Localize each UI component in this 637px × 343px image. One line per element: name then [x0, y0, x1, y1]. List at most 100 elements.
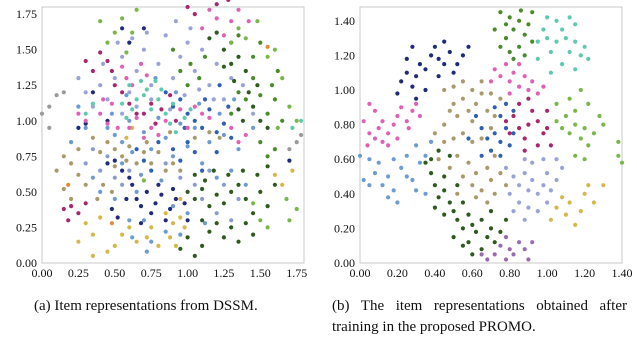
scatter-point: [586, 143, 591, 148]
y-tick-label: 1.00: [334, 83, 355, 97]
scatter-point: [76, 147, 81, 152]
scatter-point: [410, 44, 415, 49]
scatter-point: [573, 153, 578, 158]
scatter-point: [214, 150, 219, 155]
scatter-point: [101, 97, 106, 102]
x-tick-label: 1.00: [177, 266, 198, 280]
scatter-point: [120, 111, 125, 116]
scatter-point: [243, 196, 248, 202]
scatter-point: [470, 252, 475, 257]
scatter-point: [503, 62, 509, 67]
scatter-point: [470, 139, 475, 144]
scatter-point: [511, 113, 516, 119]
scatter-point: [130, 150, 135, 155]
scatter-point: [170, 154, 176, 159]
scatter-point: [395, 91, 400, 96]
scatter-point: [66, 182, 71, 187]
scatter-point: [130, 235, 135, 240]
scatter-point: [178, 107, 183, 112]
scatter-point: [173, 130, 178, 135]
scatter-point: [214, 175, 219, 180]
scatter-point: [265, 154, 270, 159]
scatter-point: [460, 174, 465, 179]
scatter-point: [391, 157, 396, 162]
scatter-point: [138, 204, 144, 209]
scatter-point: [109, 111, 114, 116]
scatter-point: [130, 125, 135, 130]
scatter-point: [170, 47, 176, 52]
scatter-point: [236, 182, 241, 187]
scatter-point: [192, 118, 197, 123]
scatter-point: [149, 107, 154, 112]
scatter-point: [185, 40, 190, 45]
scatter-point: [442, 188, 447, 193]
scatter-point: [221, 47, 226, 52]
scatter-point: [61, 90, 66, 95]
scatter-point: [258, 218, 263, 223]
scatter-point: [488, 79, 494, 84]
scatter-point: [188, 61, 193, 66]
scatter-point: [98, 83, 103, 88]
scatter-point: [105, 154, 110, 159]
scatter-point: [170, 161, 176, 166]
scatter-point: [460, 200, 465, 205]
scatter-point: [410, 177, 415, 183]
scatter-point: [567, 96, 572, 101]
scatter-point: [211, 97, 216, 102]
scatter-point: [229, 225, 234, 230]
scatter-point: [265, 125, 270, 130]
scatter-point: [548, 70, 553, 75]
scatter-point: [127, 218, 132, 223]
scatter-point: [156, 97, 161, 102]
scatter-point: [479, 188, 484, 193]
scatter-point: [511, 174, 516, 179]
scatter-point: [47, 104, 52, 109]
scatter-point: [115, 40, 120, 45]
scatter-point: [185, 189, 190, 194]
scatter-point: [357, 153, 363, 158]
scatter-point: [90, 68, 95, 74]
scatter-point: [380, 119, 385, 124]
scatter-point: [236, 107, 241, 112]
scatter-point: [83, 111, 88, 116]
scatter-point: [372, 108, 378, 113]
scatter-point: [526, 87, 531, 93]
scatter-point: [144, 235, 149, 240]
scatter-point: [124, 135, 129, 140]
scatter-point: [130, 182, 135, 187]
scatter-point: [466, 212, 471, 217]
scatter-point: [83, 201, 88, 206]
scatter-point: [582, 157, 587, 162]
scatter-point: [163, 111, 168, 116]
scatter-point: [287, 218, 292, 223]
y-tick-label: 0.20: [334, 221, 355, 235]
scatter-point: [127, 168, 132, 173]
scatter-point: [545, 200, 550, 205]
scatter-point: [149, 211, 154, 216]
scatter-point: [200, 125, 205, 130]
scatter-point: [507, 91, 512, 96]
scatter-point: [526, 122, 531, 127]
scatter-point: [47, 125, 52, 130]
scatter-point: [251, 104, 256, 109]
scatter-point: [188, 107, 193, 112]
scatter-point: [197, 87, 202, 92]
scatter-point: [423, 153, 428, 158]
scatter-point: [526, 22, 531, 27]
scatter-point: [548, 188, 553, 193]
scatter-point: [507, 15, 512, 20]
scatter-point: [573, 108, 578, 113]
scatter-point: [138, 78, 144, 84]
scatter-point: [367, 101, 372, 106]
scatter-point: [294, 140, 299, 145]
scatter-point: [395, 113, 400, 119]
scatter-point: [473, 229, 479, 234]
scatter-point: [141, 135, 146, 140]
scatter-point: [429, 157, 434, 162]
scatter-point: [410, 108, 415, 113]
scatter-point: [185, 144, 190, 149]
scatter-point: [563, 212, 568, 217]
scatter-point: [232, 78, 237, 84]
scatter-point: [503, 257, 509, 262]
scatter-point: [182, 93, 187, 98]
